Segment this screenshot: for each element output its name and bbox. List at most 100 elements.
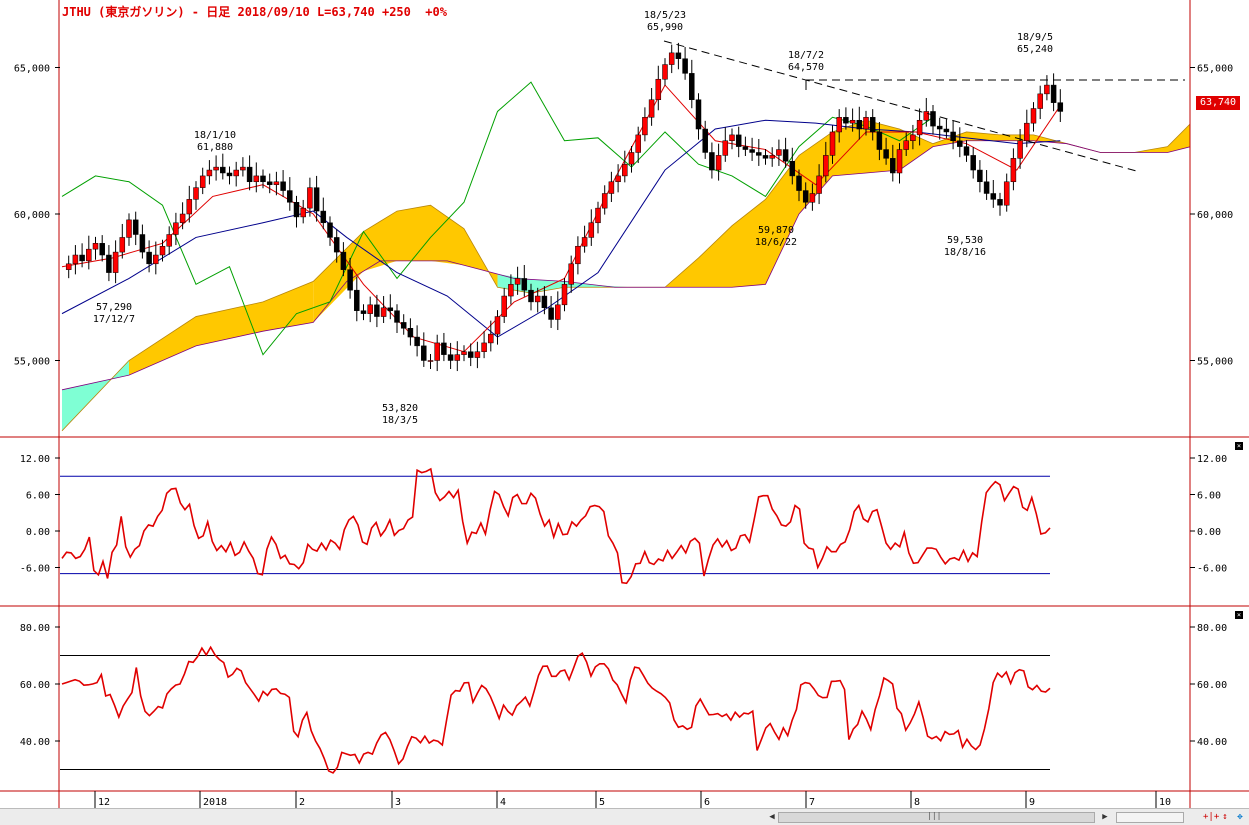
candle-body xyxy=(896,149,903,174)
cloud-segment xyxy=(196,301,263,346)
candle-body xyxy=(394,310,400,323)
candle-body xyxy=(327,222,333,238)
candle-body xyxy=(762,155,769,159)
candle-body xyxy=(682,58,688,74)
scroll-track[interactable]: ||| xyxy=(778,811,1095,823)
candle-body xyxy=(957,140,963,147)
candle-body xyxy=(173,222,179,235)
candle-body xyxy=(883,149,889,159)
candle-body xyxy=(300,207,306,218)
cloud-segment xyxy=(313,231,364,323)
annotation-value: 65,240 xyxy=(1017,44,1053,55)
candle-body xyxy=(869,117,876,133)
cloud-segment xyxy=(732,199,766,288)
candle-body xyxy=(407,328,414,338)
candle-body xyxy=(293,202,300,218)
candle-body xyxy=(802,190,809,203)
y-tick-label: 55,000 xyxy=(1197,357,1233,368)
candle-body xyxy=(782,149,789,162)
candle-body xyxy=(447,354,454,361)
candle-body xyxy=(608,181,615,194)
rsi-line xyxy=(61,645,1051,774)
annotation-value: 65,990 xyxy=(647,22,683,33)
candle-body xyxy=(675,52,682,59)
candle-body xyxy=(1017,140,1023,159)
y-tick-label: 40.00 xyxy=(1197,737,1227,748)
annotation-value: 59,530 xyxy=(947,235,983,246)
senkou-span-b-line xyxy=(61,140,1190,391)
candle-body xyxy=(963,146,970,156)
candle-body xyxy=(1024,122,1030,141)
candle-body xyxy=(287,190,293,203)
candle-body xyxy=(307,187,313,209)
zoom-out-icon[interactable]: ↕ xyxy=(1222,812,1228,822)
rsi-close-icon[interactable]: × xyxy=(1235,611,1243,619)
candle-body xyxy=(92,243,99,250)
candle-body xyxy=(253,175,260,183)
candle-body xyxy=(186,199,193,215)
candle-body xyxy=(856,119,863,130)
candle-body xyxy=(816,175,822,194)
oscillator-close-icon[interactable]: × xyxy=(1235,442,1243,450)
candle-body xyxy=(273,181,280,185)
cloud-segment xyxy=(598,285,632,288)
candle-body xyxy=(139,234,146,253)
candle-body xyxy=(541,295,548,309)
candle-body xyxy=(722,140,729,156)
candle-body xyxy=(119,237,126,253)
candle-body xyxy=(990,193,997,200)
candle-body xyxy=(313,187,320,212)
candle-body xyxy=(414,336,420,347)
candle-body xyxy=(528,289,534,303)
candle-body xyxy=(333,237,340,253)
candle-body xyxy=(360,310,367,314)
x-tick-label: 10 xyxy=(1159,797,1171,808)
zoom-in-icon[interactable]: +|+ xyxy=(1203,812,1220,822)
candle-body xyxy=(890,158,896,174)
cloud-segment xyxy=(899,129,933,171)
cloud-segment xyxy=(397,205,431,261)
candle-body xyxy=(1037,93,1043,109)
annotation-value: 64,570 xyxy=(788,62,824,73)
scroll-grip-icon[interactable]: ||| xyxy=(927,811,942,820)
annotation-date: 18/1/10 xyxy=(194,130,236,141)
y-tick-label: 0.00 xyxy=(26,527,50,538)
cloud-segment xyxy=(832,120,866,176)
candle-body xyxy=(367,304,373,314)
candle-body xyxy=(977,169,983,183)
chart-title: JTHU (東京ガソリン) - 日足 2018/09/10 L=63,740 +… xyxy=(62,5,447,19)
zoom-slider[interactable] xyxy=(1116,812,1184,823)
annotation-date: 18/3/5 xyxy=(382,415,418,426)
candle-body xyxy=(749,149,755,153)
candle-body xyxy=(246,166,253,183)
rsi-panel xyxy=(60,645,1051,774)
candle-body xyxy=(320,210,327,224)
x-tick-label: 8 xyxy=(914,797,920,808)
x-tick-label: 3 xyxy=(395,797,401,808)
candle-body xyxy=(588,222,595,238)
scroll-right-icon[interactable]: ▶ xyxy=(1102,812,1108,822)
candle-body xyxy=(756,152,762,156)
move-icon[interactable]: ✥ xyxy=(1237,812,1243,822)
candle-body xyxy=(99,243,105,256)
y-tick-label: 12.00 xyxy=(20,454,50,465)
candle-body xyxy=(642,117,648,136)
candle-body xyxy=(735,134,742,147)
candle-body xyxy=(823,155,829,177)
chart-canvas: 65,000 65,000 60,000 60,000 55,000 55,000 12.0… xyxy=(0,0,1249,808)
x-tick-label: 9 xyxy=(1029,797,1035,808)
downtrend-line xyxy=(663,40,1141,173)
y-tick-label: 60.00 xyxy=(1197,680,1227,691)
candle-body xyxy=(488,333,494,344)
scroll-left-icon[interactable]: ◀ xyxy=(769,812,775,822)
annotation-value: 57,290 xyxy=(96,302,132,313)
candle-body xyxy=(843,117,849,124)
candle-body xyxy=(668,52,675,65)
candle-body xyxy=(146,251,152,265)
x-tick-label: 2 xyxy=(299,797,305,808)
candle-body xyxy=(655,78,662,100)
candle-body xyxy=(1010,158,1017,183)
candle-body xyxy=(501,295,507,317)
candle-body xyxy=(226,172,233,177)
